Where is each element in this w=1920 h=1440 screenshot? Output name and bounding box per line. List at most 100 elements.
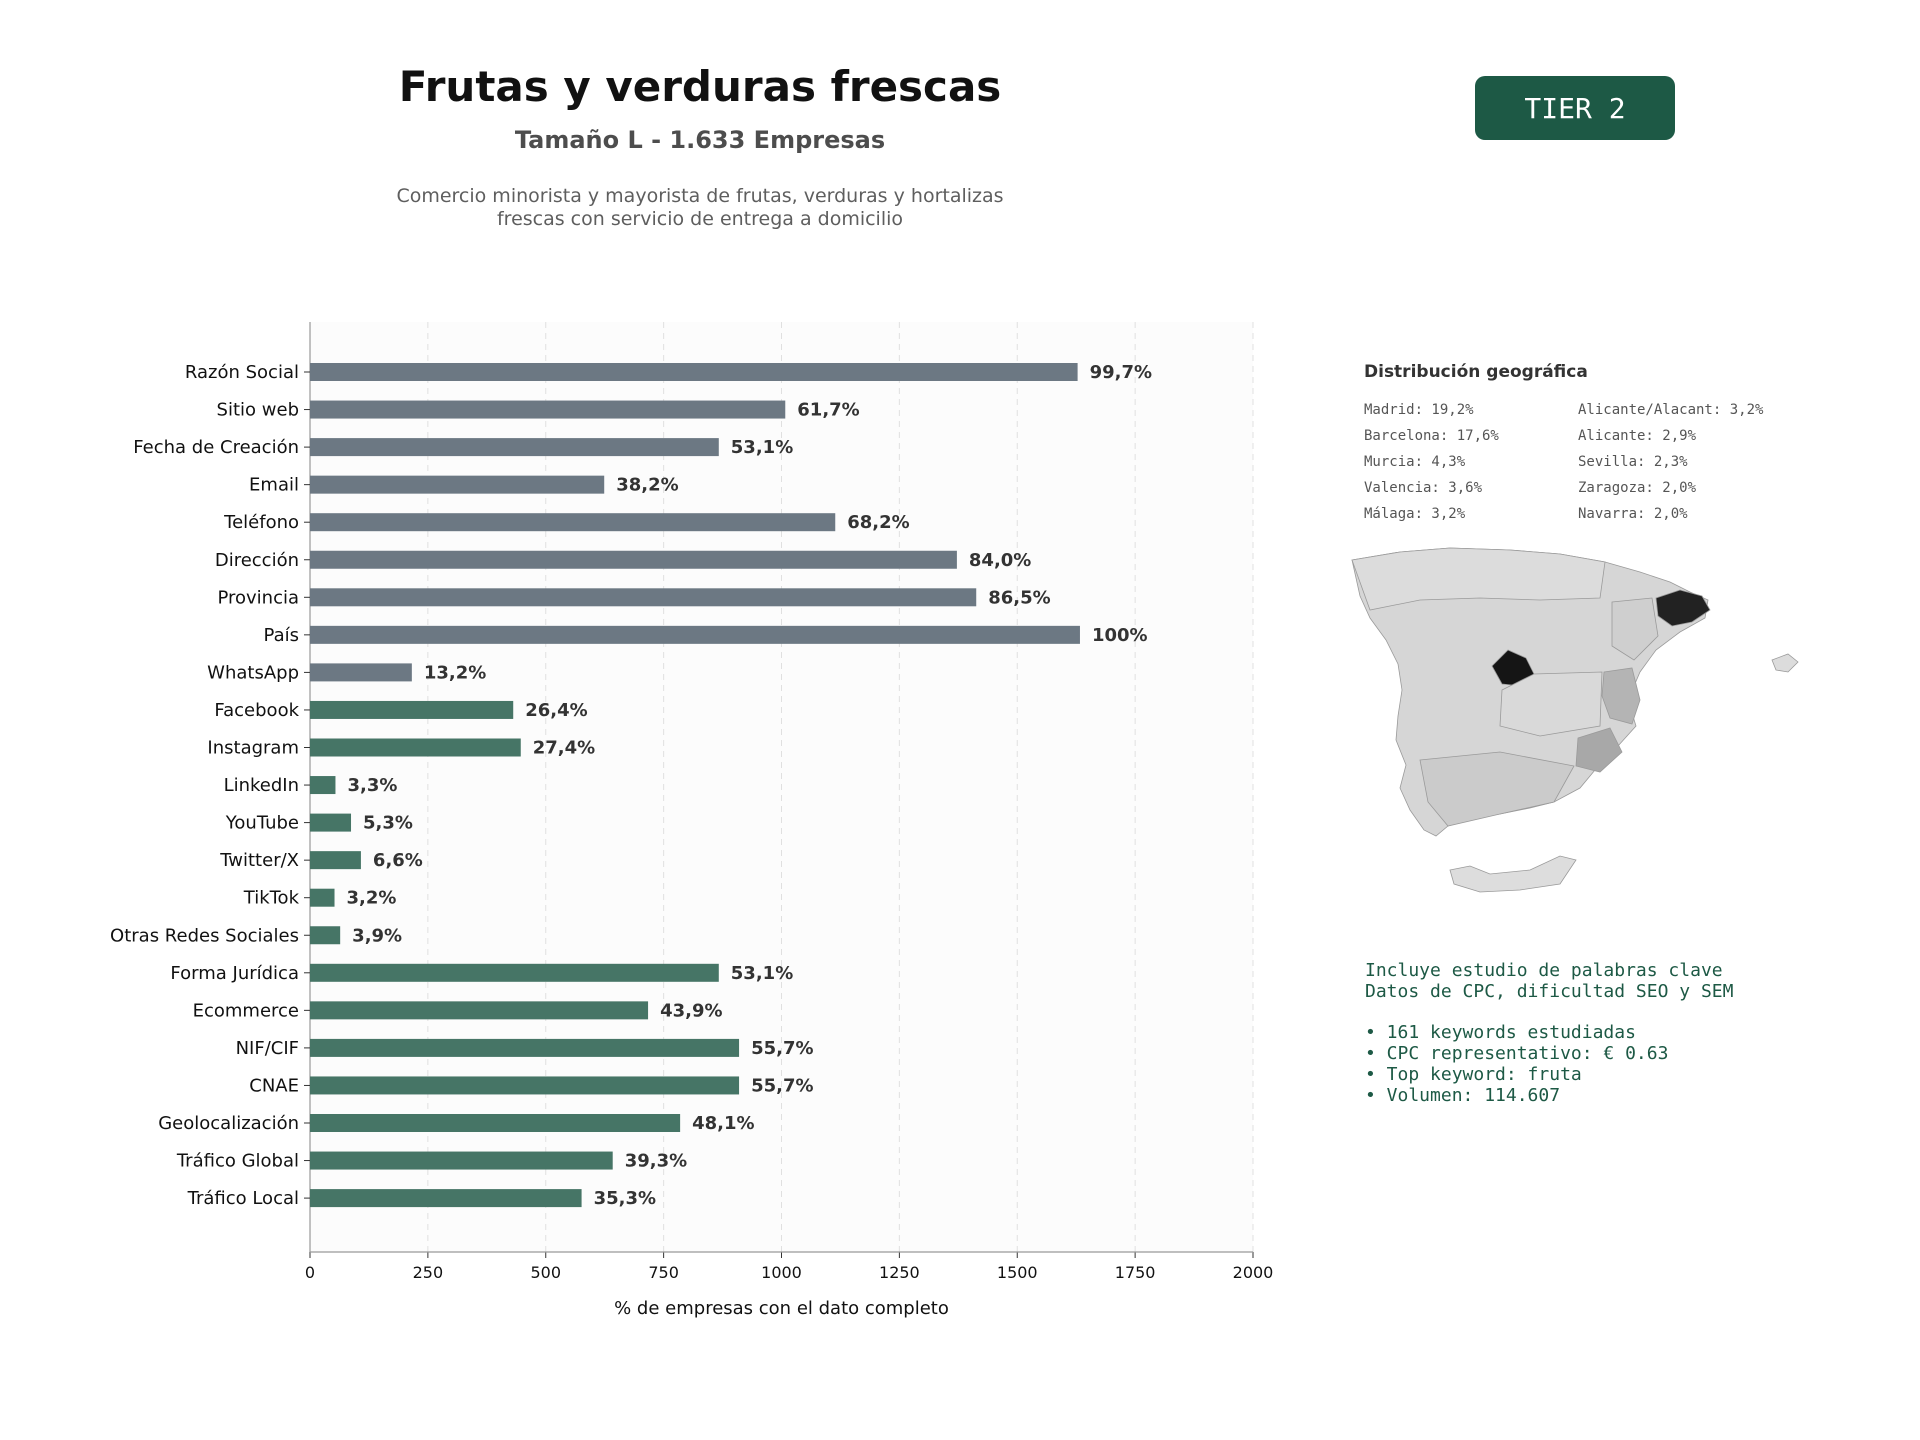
data-label: 68,2% (847, 512, 909, 533)
data-label: 26,4% (525, 700, 587, 721)
keyword-study-panel: Incluye estudio de palabras clave Datos … (1365, 960, 1733, 1106)
x-axis-title: % de empresas con el dato completo (614, 1298, 949, 1319)
data-label: 3,9% (352, 925, 402, 946)
data-label: 43,9% (660, 1000, 722, 1021)
data-label: 35,3% (594, 1188, 656, 1209)
completeness-bar-chart: 0 250 500 750 1000 1250 1500 1750 2000 Razón Soci… (110, 322, 1274, 1319)
x-tick-label: 2000 (1233, 1263, 1274, 1282)
y-tick-label: Tráfico Local (187, 1188, 299, 1209)
data-label: 13,2% (424, 662, 486, 683)
y-tick-label: Teléfono (223, 512, 299, 533)
data-label: 55,7% (751, 1038, 813, 1059)
bar (310, 1189, 582, 1208)
bar (310, 588, 977, 607)
geo-item: Zaragoza: 2,0% (1578, 480, 1697, 496)
data-label: 100% (1092, 625, 1148, 646)
y-tick-label: Geolocalización (158, 1113, 299, 1134)
data-label: 48,1% (692, 1113, 754, 1134)
bar (310, 888, 335, 907)
keyword-intro-line: Incluye estudio de palabras clave (1365, 960, 1723, 981)
bar (310, 776, 336, 795)
geo-item: Málaga: 3,2% (1364, 506, 1466, 522)
data-label: 38,2% (616, 475, 678, 496)
y-tick-label: Provincia (217, 587, 299, 608)
data-label: 39,3% (625, 1151, 687, 1172)
y-tick-label: TikTok (243, 888, 300, 909)
geo-item: Alicante: 2,9% (1578, 428, 1697, 444)
map-castilla-la-mancha (1499, 671, 1603, 737)
map-balearic-islands (1771, 653, 1799, 673)
x-tick-label: 1000 (761, 1263, 802, 1282)
description-line: Comercio minorista y mayorista de frutas… (396, 185, 1004, 207)
bar (310, 1001, 649, 1020)
bar (310, 1114, 681, 1132)
map-north-regions (1351, 547, 1606, 611)
geo-item: Madrid: 19,2% (1364, 402, 1474, 418)
y-tick-label: Twitter/X (219, 850, 299, 871)
y-tick-label: Sitio web (217, 400, 299, 421)
data-label: 55,7% (751, 1075, 813, 1096)
map-canary-islands (1449, 855, 1577, 893)
data-label: 84,0% (969, 550, 1031, 571)
x-tick-label: 250 (413, 1263, 444, 1282)
map-andalusia (1419, 751, 1575, 827)
data-label: 86,5% (988, 587, 1050, 608)
bar (310, 513, 836, 532)
page-title: Frutas y verduras frescas (398, 62, 1002, 111)
bar (310, 738, 521, 757)
x-tick-label: 500 (530, 1263, 561, 1282)
geo-distribution-title: Distribución geográfica (1364, 362, 1588, 382)
y-tick-label: YouTube (225, 813, 299, 834)
y-tick-label: NIF/CIF (236, 1038, 299, 1059)
keyword-bullet: • Top keyword: fruta (1365, 1064, 1582, 1085)
y-tick-label: Ecommerce (193, 1000, 299, 1021)
x-tick-label: 1750 (1115, 1263, 1156, 1282)
bar (310, 400, 786, 419)
spain-choropleth-map (1351, 547, 1799, 893)
map-aragon (1611, 597, 1659, 661)
geo-item: Murcia: 4,3% (1364, 454, 1466, 470)
bar (310, 963, 719, 982)
y-tick-label: WhatsApp (207, 662, 299, 683)
bar (310, 663, 412, 682)
data-label: 99,7% (1090, 362, 1152, 383)
y-tick-label: Facebook (214, 700, 299, 721)
bar (310, 625, 1080, 644)
bar (310, 475, 605, 494)
y-tick-label: Tráfico Global (176, 1151, 299, 1172)
y-tick-label: Email (249, 475, 299, 496)
x-tick-label: 750 (648, 1263, 679, 1282)
data-label: 3,3% (347, 775, 397, 796)
map-murcia (1575, 727, 1623, 773)
x-tick-label: 0 (305, 1263, 315, 1282)
data-label: 61,7% (797, 400, 859, 421)
y-tick-label: Razón Social (185, 362, 299, 383)
geo-item: Navarra: 2,0% (1578, 506, 1688, 522)
map-valencia (1601, 667, 1641, 725)
data-label: 6,6% (373, 850, 423, 871)
keyword-intro-line: Datos de CPC, dificultad SEO y SEM (1365, 981, 1734, 1002)
bar (310, 926, 341, 945)
bar (310, 1038, 740, 1057)
keyword-bullet: • 161 keywords estudiadas (1365, 1022, 1636, 1043)
data-label: 27,4% (533, 738, 595, 759)
data-label: 5,3% (363, 813, 413, 834)
bar (310, 550, 957, 569)
y-tick-label: Instagram (207, 738, 299, 759)
data-label: 53,1% (731, 437, 793, 458)
tier-badge: TIER 2 (1475, 76, 1675, 140)
keyword-bullet: • CPC representativo: € 0.63 (1365, 1043, 1669, 1064)
y-tick-label: Otras Redes Sociales (110, 925, 299, 946)
bar (310, 363, 1078, 381)
y-tick-label: Fecha de Creación (133, 437, 299, 458)
x-tick-label: 1250 (879, 1263, 920, 1282)
bar (310, 851, 361, 870)
bar (310, 1076, 740, 1095)
map-catalonia (1655, 589, 1711, 627)
y-tick-label: Dirección (215, 550, 299, 571)
keyword-bullet: • Volumen: 114.607 (1365, 1085, 1561, 1106)
x-tick-label: 1500 (997, 1263, 1038, 1282)
bar (310, 1151, 613, 1170)
geo-item: Sevilla: 2,3% (1578, 454, 1688, 470)
data-label: 53,1% (731, 963, 793, 984)
